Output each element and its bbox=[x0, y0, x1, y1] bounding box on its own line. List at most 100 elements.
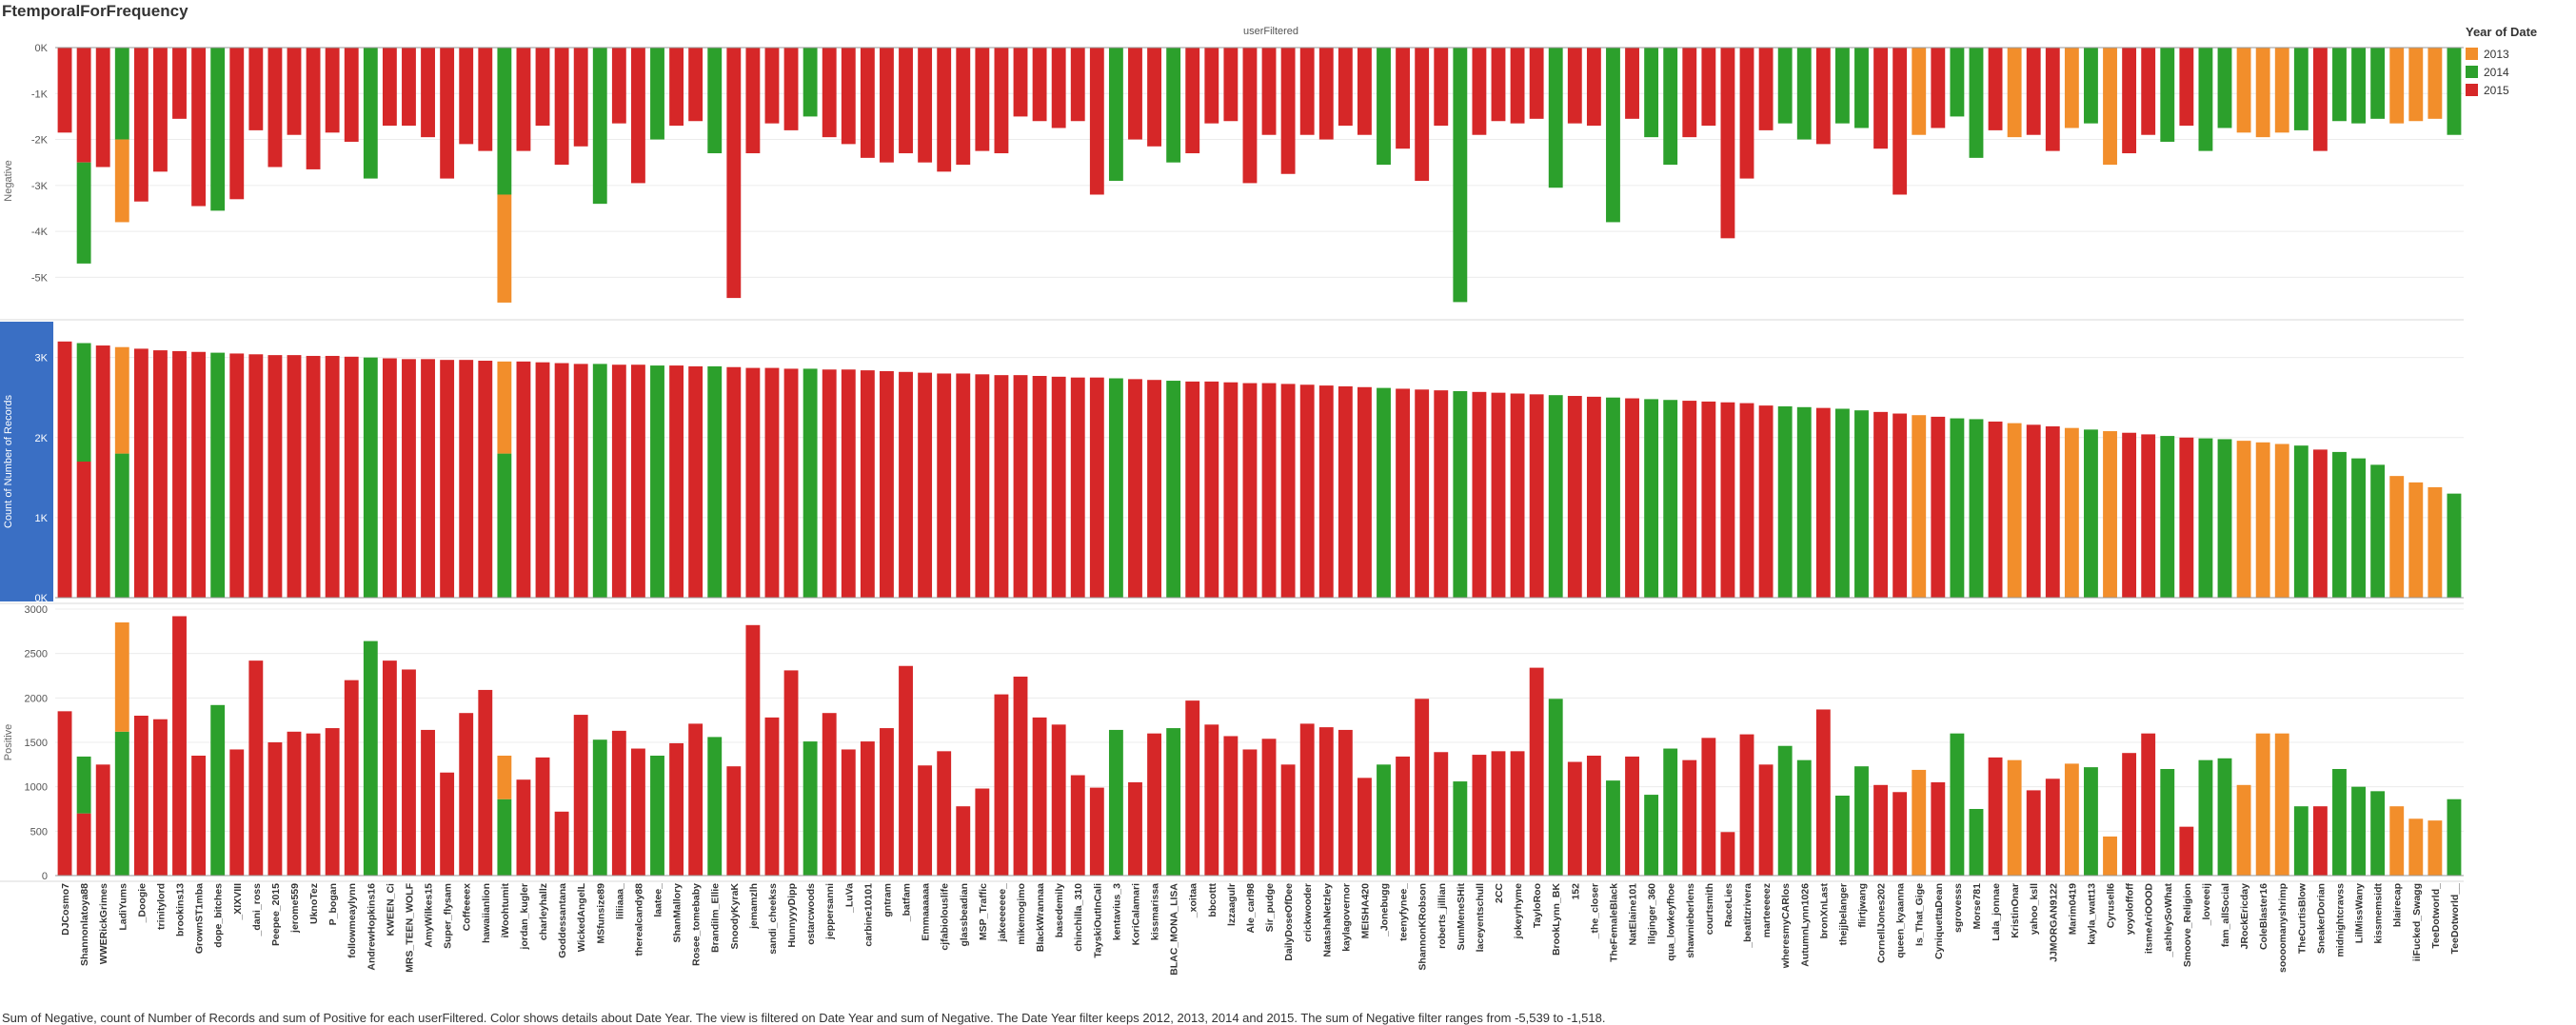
bar[interactable] bbox=[1777, 48, 1793, 124]
bar[interactable] bbox=[172, 48, 187, 119]
bar[interactable] bbox=[1032, 48, 1047, 122]
bar[interactable] bbox=[497, 798, 512, 876]
bar[interactable] bbox=[1644, 795, 1659, 876]
bar[interactable] bbox=[1777, 405, 1793, 598]
bar[interactable] bbox=[726, 366, 742, 598]
bar[interactable] bbox=[1892, 413, 1908, 598]
bar[interactable] bbox=[822, 713, 837, 876]
bar[interactable] bbox=[2217, 758, 2232, 876]
bar[interactable] bbox=[1223, 382, 1238, 598]
bar[interactable] bbox=[669, 742, 684, 876]
bar[interactable] bbox=[1051, 724, 1066, 876]
bar[interactable] bbox=[611, 730, 626, 876]
bar[interactable] bbox=[1739, 48, 1754, 179]
bar[interactable] bbox=[1682, 48, 1697, 138]
bar[interactable] bbox=[306, 48, 321, 169]
bar[interactable] bbox=[2255, 733, 2270, 876]
bar[interactable] bbox=[2198, 438, 2213, 598]
bar[interactable] bbox=[325, 355, 340, 598]
bar[interactable] bbox=[2447, 798, 2462, 876]
bar[interactable] bbox=[2084, 48, 2098, 124]
bar[interactable] bbox=[2045, 779, 2060, 876]
bar[interactable] bbox=[2198, 759, 2213, 876]
bar[interactable] bbox=[478, 361, 493, 598]
bar[interactable] bbox=[2084, 767, 2098, 876]
bar[interactable] bbox=[1988, 48, 2003, 130]
bar[interactable] bbox=[688, 365, 703, 598]
bar[interactable] bbox=[1758, 764, 1773, 876]
bar[interactable] bbox=[2198, 48, 2213, 151]
bar[interactable] bbox=[1338, 48, 1353, 127]
bar[interactable] bbox=[2255, 442, 2270, 598]
bar[interactable] bbox=[1204, 48, 1219, 124]
bar[interactable] bbox=[1625, 48, 1639, 119]
bar[interactable] bbox=[841, 369, 856, 598]
bar[interactable] bbox=[2217, 48, 2232, 128]
bar[interactable] bbox=[2103, 836, 2117, 876]
bar[interactable] bbox=[2255, 48, 2270, 138]
bar[interactable] bbox=[172, 350, 187, 598]
bar[interactable] bbox=[1147, 380, 1161, 598]
bar[interactable] bbox=[1338, 729, 1353, 876]
bar[interactable] bbox=[2370, 791, 2386, 876]
bar[interactable] bbox=[918, 765, 933, 876]
bar[interactable] bbox=[1625, 756, 1639, 876]
chart[interactable]: userFiltered Negative 0K -1K -2K -3K -4K -5K C… bbox=[0, 0, 2464, 1009]
bar[interactable] bbox=[592, 739, 607, 876]
bar[interactable] bbox=[1396, 756, 1411, 876]
bar[interactable] bbox=[1950, 48, 1965, 117]
bar[interactable] bbox=[1873, 784, 1889, 876]
bar[interactable] bbox=[1357, 48, 1372, 135]
bar[interactable] bbox=[803, 368, 818, 598]
bar[interactable] bbox=[899, 48, 913, 154]
bar[interactable] bbox=[2160, 769, 2175, 876]
bar[interactable] bbox=[2064, 48, 2079, 128]
bar[interactable] bbox=[2045, 48, 2060, 151]
bar[interactable] bbox=[1606, 48, 1620, 223]
bar[interactable] bbox=[1472, 48, 1487, 135]
bar[interactable] bbox=[630, 748, 645, 876]
bar[interactable] bbox=[1796, 406, 1812, 598]
bar[interactable] bbox=[1223, 48, 1238, 122]
bar[interactable] bbox=[1663, 400, 1678, 598]
bar[interactable] bbox=[2007, 759, 2022, 876]
bar[interactable] bbox=[2447, 48, 2462, 135]
bar[interactable] bbox=[1548, 395, 1563, 598]
bar[interactable] bbox=[459, 360, 474, 598]
bar[interactable] bbox=[2293, 806, 2308, 876]
bar[interactable] bbox=[210, 48, 226, 211]
bar[interactable] bbox=[1969, 48, 1984, 158]
bar[interactable] bbox=[1510, 48, 1525, 124]
bar[interactable] bbox=[268, 742, 283, 876]
bar[interactable] bbox=[1892, 792, 1908, 876]
bar[interactable] bbox=[994, 694, 1009, 876]
bar[interactable] bbox=[1586, 396, 1601, 598]
bar[interactable] bbox=[516, 361, 531, 598]
bar[interactable] bbox=[1529, 667, 1544, 876]
bar[interactable] bbox=[1415, 699, 1430, 876]
bar[interactable] bbox=[478, 689, 493, 876]
bar[interactable] bbox=[2122, 753, 2137, 876]
bar[interactable] bbox=[287, 731, 302, 876]
bar[interactable] bbox=[764, 717, 780, 876]
bar[interactable] bbox=[1415, 48, 1430, 181]
bar[interactable] bbox=[1357, 386, 1372, 598]
bar[interactable] bbox=[1777, 745, 1793, 876]
bar[interactable] bbox=[76, 162, 91, 264]
bar[interactable] bbox=[1815, 709, 1831, 876]
bar[interactable] bbox=[153, 719, 168, 876]
bar[interactable] bbox=[1720, 48, 1735, 239]
bar[interactable] bbox=[1854, 410, 1869, 598]
bar[interactable] bbox=[841, 48, 856, 145]
bar[interactable] bbox=[382, 358, 397, 598]
bar[interactable] bbox=[1166, 728, 1181, 876]
bar[interactable] bbox=[191, 48, 207, 207]
bar[interactable] bbox=[1051, 376, 1066, 598]
bar[interactable] bbox=[1261, 383, 1277, 598]
bar[interactable] bbox=[1377, 48, 1391, 166]
bar[interactable] bbox=[2064, 427, 2079, 598]
bar[interactable] bbox=[803, 48, 818, 117]
bar[interactable] bbox=[994, 48, 1009, 154]
bar[interactable] bbox=[1931, 416, 1946, 598]
bar[interactable] bbox=[1663, 748, 1678, 876]
